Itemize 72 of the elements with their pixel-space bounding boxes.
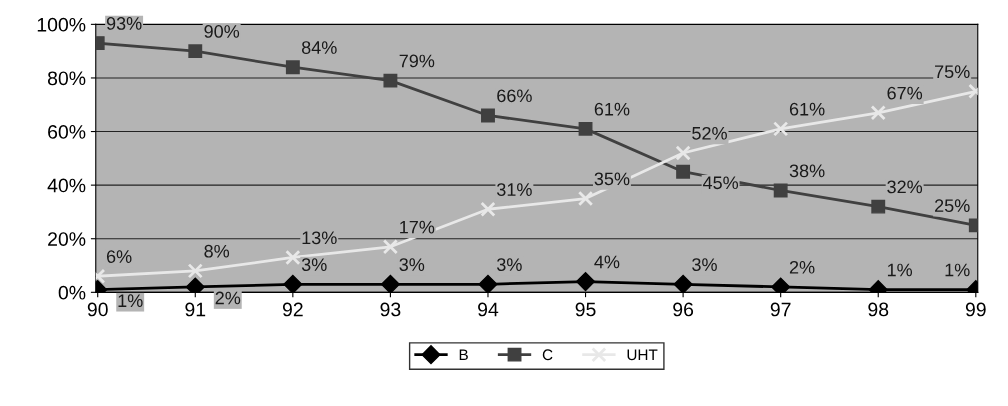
y-tick-label: 40% bbox=[47, 178, 86, 193]
data-label: 25% bbox=[935, 199, 970, 213]
data-label: 2% bbox=[215, 291, 241, 305]
data-label: 13% bbox=[302, 231, 337, 245]
x-tick-label: 91 bbox=[185, 302, 206, 317]
data-label: 84% bbox=[301, 41, 337, 54]
point bbox=[771, 277, 791, 293]
data-label: 2% bbox=[789, 260, 815, 274]
point bbox=[871, 199, 886, 214]
data-label: 32% bbox=[887, 180, 923, 194]
x-tick-label: 90 bbox=[87, 302, 108, 317]
point bbox=[285, 60, 300, 75]
point bbox=[578, 121, 593, 136]
data-label: 3% bbox=[692, 258, 717, 271]
data-label: 66% bbox=[497, 89, 532, 103]
point bbox=[187, 263, 203, 279]
data-label: 1% bbox=[887, 263, 913, 277]
y-tick-label: 60% bbox=[48, 125, 86, 139]
y-tick-label: 80% bbox=[47, 71, 86, 86]
data-label: 67% bbox=[887, 86, 923, 100]
data-label: 45% bbox=[702, 176, 739, 190]
point bbox=[185, 277, 205, 293]
x-tick-label: 99 bbox=[965, 302, 986, 317]
data-label: 79% bbox=[399, 54, 435, 68]
data-label: 17% bbox=[400, 220, 435, 234]
x-tick-label: 92 bbox=[282, 302, 303, 317]
data-label: 61% bbox=[594, 102, 630, 116]
point bbox=[773, 121, 789, 137]
point bbox=[478, 274, 498, 293]
point bbox=[188, 44, 203, 59]
point bbox=[675, 145, 691, 161]
x-tick-label: 98 bbox=[868, 302, 889, 317]
point bbox=[576, 272, 596, 292]
y-tick-label: 100% bbox=[37, 17, 86, 32]
point bbox=[673, 274, 693, 293]
point bbox=[676, 164, 691, 179]
data-label: 6% bbox=[106, 250, 132, 263]
data-label: 3% bbox=[497, 258, 522, 271]
data-label: 31% bbox=[497, 183, 532, 196]
data-label: 8% bbox=[204, 244, 230, 258]
point bbox=[481, 108, 495, 123]
x-tick-label: 97 bbox=[770, 302, 791, 317]
legend-label: UHT bbox=[627, 349, 658, 361]
point bbox=[870, 105, 886, 121]
data-label: 35% bbox=[594, 172, 630, 186]
data-label: 1% bbox=[118, 294, 143, 307]
point bbox=[283, 274, 303, 293]
data-label: 38% bbox=[789, 164, 825, 178]
data-label: 3% bbox=[399, 258, 425, 271]
data-label: 52% bbox=[692, 126, 727, 140]
y-tick-label: 0% bbox=[58, 285, 86, 300]
point bbox=[383, 73, 398, 88]
legend-label: B bbox=[459, 349, 468, 361]
point bbox=[577, 190, 594, 207]
point bbox=[380, 274, 400, 293]
point bbox=[480, 201, 496, 217]
data-label: 90% bbox=[204, 25, 240, 38]
data-label: 61% bbox=[789, 102, 825, 116]
point bbox=[285, 249, 301, 266]
legend-label: C bbox=[542, 349, 553, 361]
point bbox=[382, 239, 399, 255]
y-tick-label: 20% bbox=[48, 232, 86, 246]
x-tick-label: 96 bbox=[673, 302, 694, 317]
data-label: 1% bbox=[945, 263, 970, 277]
x-tick-label: 93 bbox=[380, 302, 401, 317]
x-tick-label: 95 bbox=[575, 302, 596, 317]
x-tick-label: 94 bbox=[478, 302, 499, 317]
data-label: 75% bbox=[935, 65, 970, 79]
data-label: 4% bbox=[594, 255, 620, 269]
point bbox=[773, 183, 788, 198]
data-label: 93% bbox=[106, 17, 142, 30]
data-label: 3% bbox=[301, 258, 327, 271]
